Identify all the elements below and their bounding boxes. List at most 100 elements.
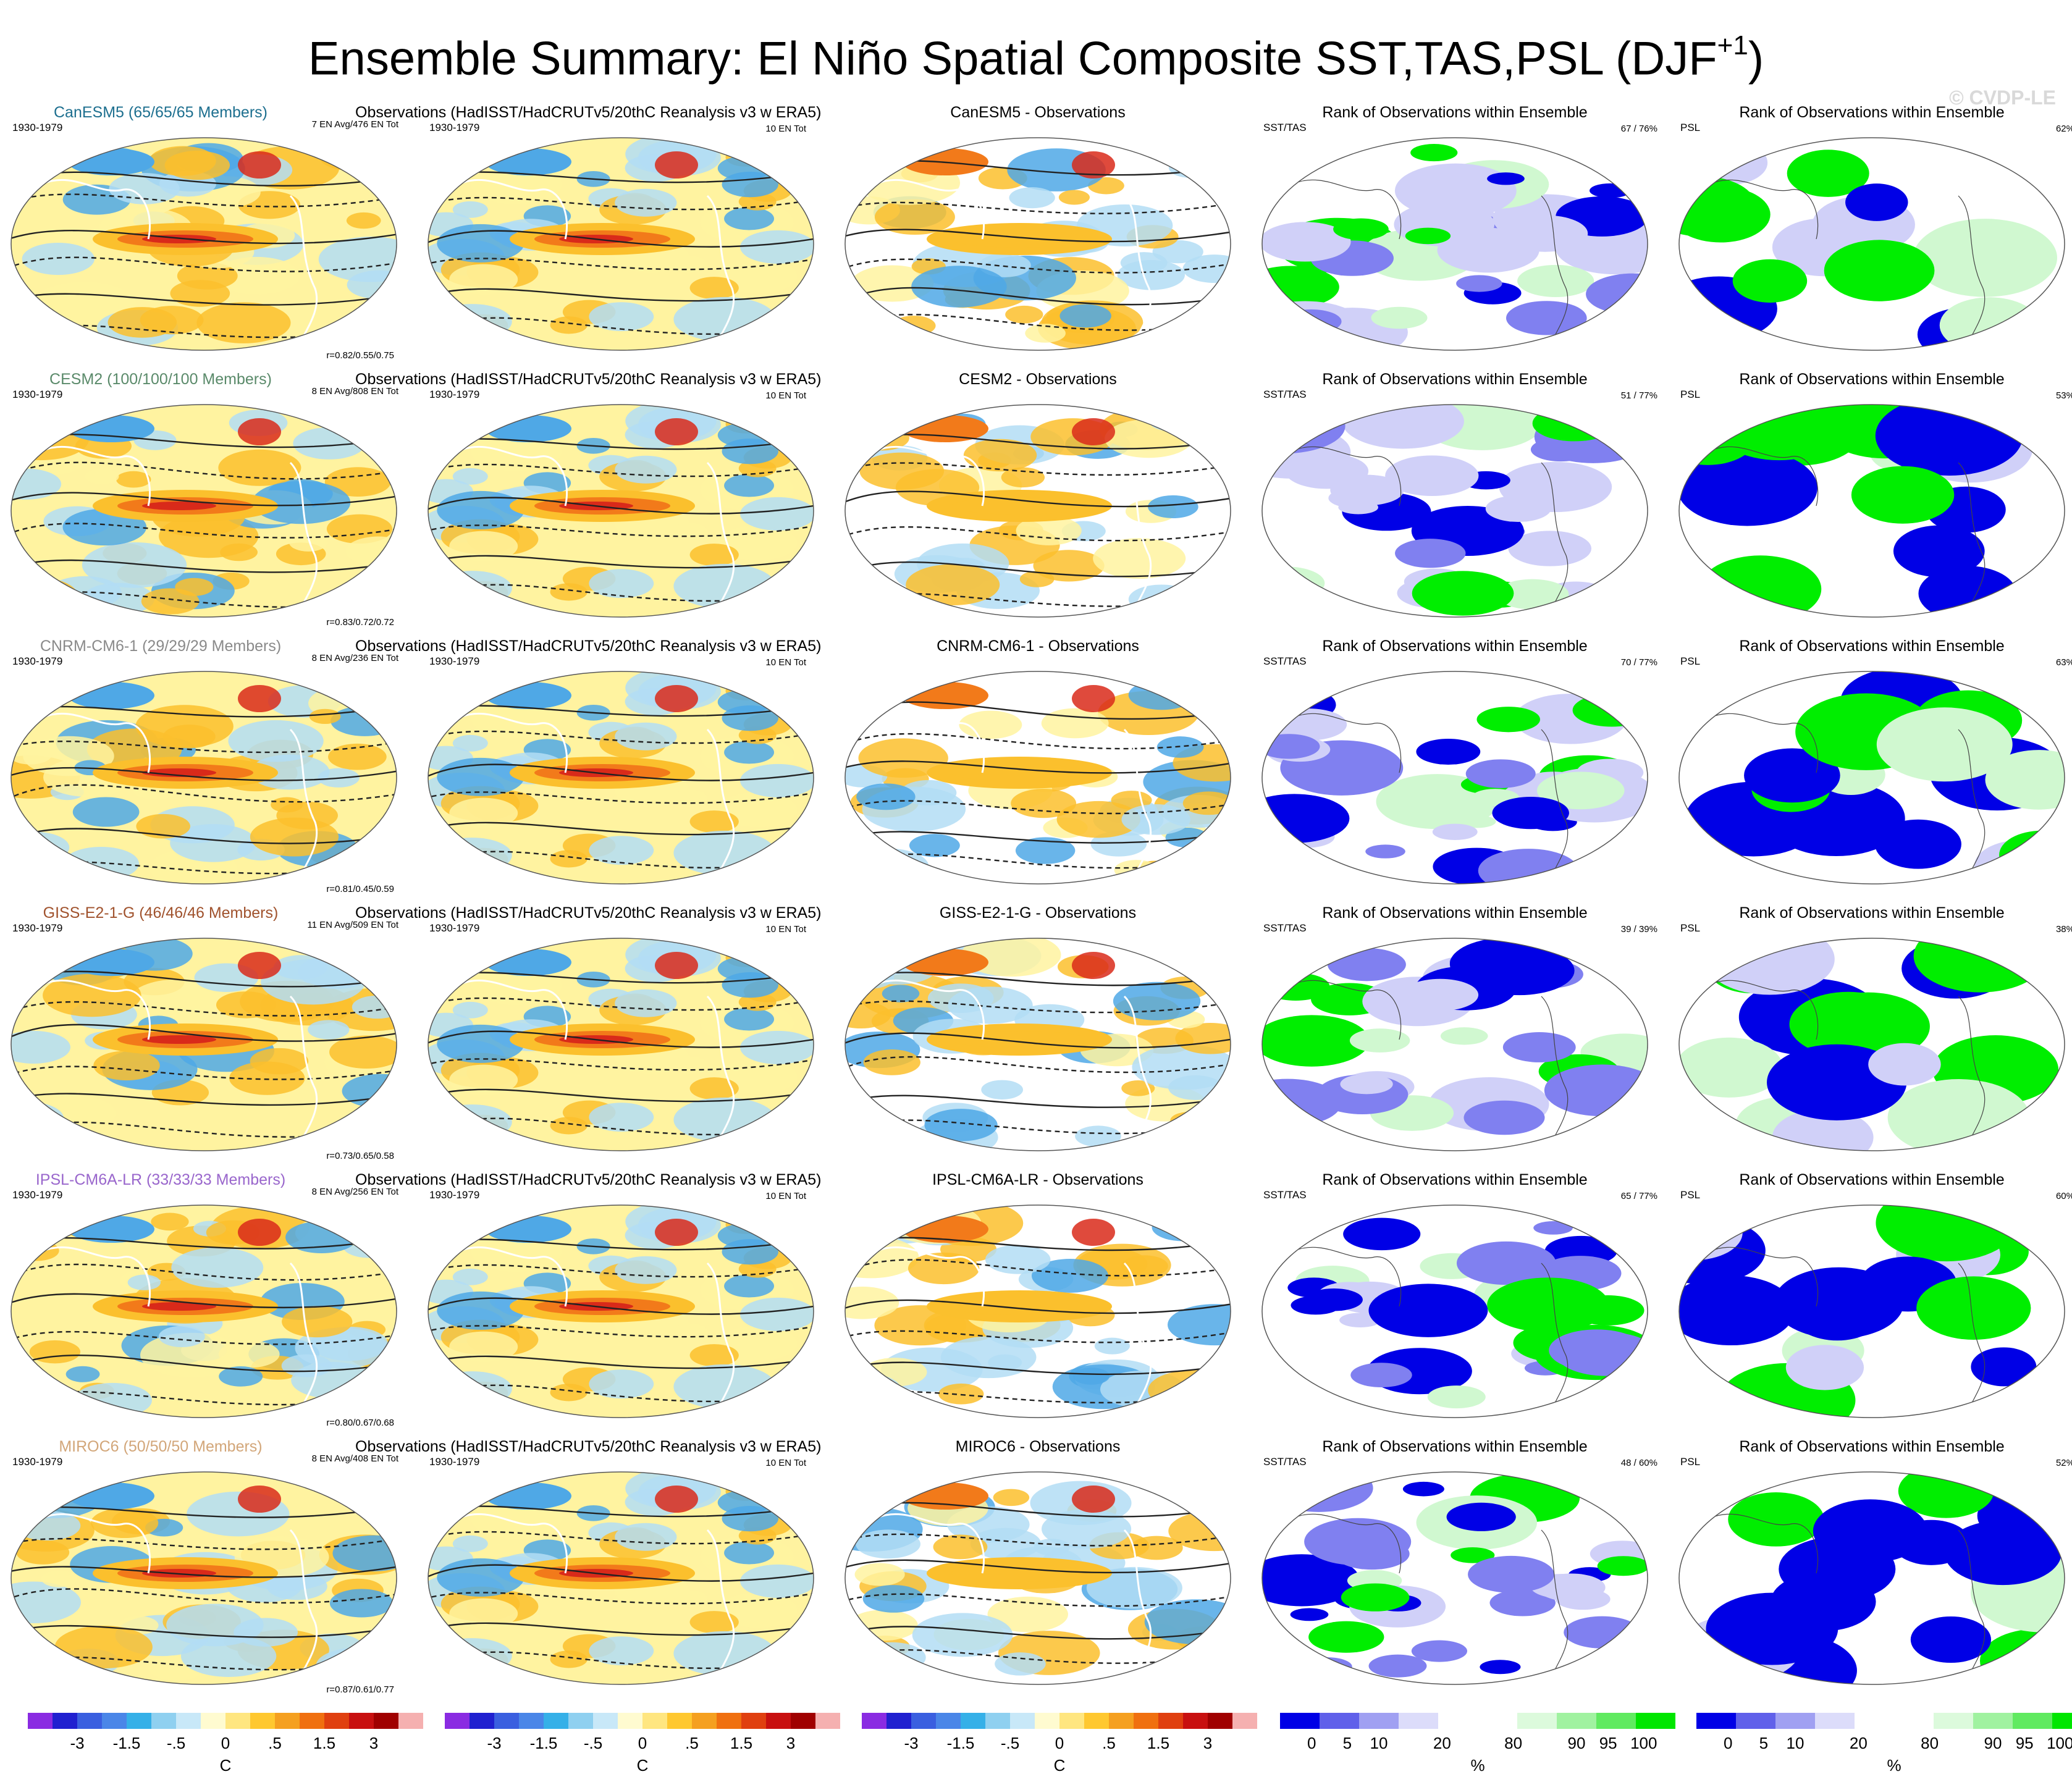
- colorbar-swatch: [398, 1713, 423, 1729]
- colorbar-swatch: [593, 1713, 618, 1729]
- obs-count-label: 10 EN Tot: [765, 390, 806, 401]
- rank-sst-map: [1261, 671, 1648, 885]
- observations-map: [427, 404, 814, 618]
- temperature-colorbar-2: -3 -1.5 -.5 0 .5 1.5 3 C: [445, 1713, 840, 1781]
- rank-sst-panel: Rank of Observations within Ensemble SST/…: [1251, 636, 1671, 898]
- model-panel-title: GISS-E2-1-G (46/46/46 Members): [43, 904, 279, 922]
- colorbar-swatch: [1399, 1713, 1438, 1729]
- difference-map: [844, 137, 1231, 351]
- colorbar-swatch: [1158, 1713, 1183, 1729]
- colorbar-swatch: [2013, 1713, 2052, 1729]
- colorbar-swatches: [1696, 1713, 2072, 1729]
- colorbar-tick-label: 0: [221, 1734, 230, 1752]
- rank-field-label: PSL: [1680, 1456, 1701, 1468]
- colorbar-swatch: [741, 1713, 766, 1729]
- difference-panel-title: IPSL-CM6A-LR - Observations: [932, 1171, 1143, 1188]
- colorbar-swatch: [1208, 1713, 1232, 1729]
- pattern-correlation: r=0.82/0.55/0.75: [326, 350, 394, 361]
- rank-field-label: SST/TAS: [1263, 655, 1307, 667]
- en-count-label: 8 EN Avg/808 EN Tot: [311, 386, 398, 397]
- observations-panel: Observations (HadISST/HadCRUTv5/20thC Re…: [355, 369, 837, 631]
- period-label: 1930-1979: [12, 122, 63, 133]
- colorbar-swatch: [349, 1713, 374, 1729]
- colorbar-tick-label: 10: [1370, 1734, 1388, 1752]
- colorbar-swatch: [176, 1713, 201, 1729]
- colorbar-swatch: [692, 1713, 717, 1729]
- colorbar-tick-label: 80: [1504, 1734, 1523, 1752]
- rank-sst-map: [1261, 938, 1648, 1151]
- rank-percent: 62%: [2055, 124, 2072, 134]
- colorbar-swatch: [1183, 1713, 1208, 1729]
- colorbar-tick-label: 100: [1630, 1734, 1657, 1752]
- colorbar-unit: %: [1470, 1756, 1485, 1775]
- colorbar-tick-label: 3: [786, 1734, 796, 1752]
- colorbar-swatch: [1596, 1713, 1636, 1729]
- rank-panel-title: Rank of Observations within Ensemble: [1322, 904, 1588, 922]
- colorbar-swatch: [324, 1713, 349, 1729]
- model-map: [11, 671, 397, 885]
- observations-panel-title: Observations (HadISST/HadCRUTv5/20thC Re…: [355, 1171, 822, 1188]
- rank-percent: 60%: [2055, 1191, 2072, 1201]
- colorbar-tick-label: 0: [638, 1734, 647, 1752]
- rank-field-label: SST/TAS: [1263, 389, 1307, 400]
- period-label: 1930-1979: [12, 1456, 63, 1468]
- colorbar-swatch: [275, 1713, 300, 1729]
- colorbar-tick-label: 3: [369, 1734, 379, 1752]
- rank-psl-map: [1678, 1204, 2065, 1418]
- rank-sst-map: [1261, 137, 1648, 351]
- difference-panel-title: CESM2 - Observations: [959, 371, 1117, 388]
- colorbar-swatch: [1815, 1713, 1855, 1729]
- model-map: [11, 1204, 397, 1418]
- rank-percent: 38%: [2055, 924, 2072, 935]
- rank-panel-title: Rank of Observations within Ensemble: [1739, 904, 2005, 922]
- difference-map: [844, 404, 1231, 618]
- rank-psl-panel: Rank of Observations within Ensemble PSL 6…: [1668, 102, 2072, 364]
- colorbar-tick-label: 95: [1599, 1734, 1617, 1752]
- pattern-correlation: r=0.81/0.45/0.59: [326, 884, 394, 894]
- colorbar-swatch: [1320, 1713, 1359, 1729]
- colorbar-swatch: [445, 1713, 470, 1729]
- colorbar-swatch: [1934, 1713, 1973, 1729]
- rank-colorbar-sst: 0 5 10 20 80 90 95 100%: [1280, 1713, 1675, 1781]
- pattern-correlation: r=0.87/0.61/0.77: [326, 1684, 394, 1695]
- rank-percent: 65 / 77%: [1620, 1191, 1657, 1201]
- colorbar-swatch: [766, 1713, 791, 1729]
- colorbar-tick-label: -3: [487, 1734, 502, 1752]
- colorbar-swatch: [1134, 1713, 1158, 1729]
- rank-panel-title: Rank of Observations within Ensemble: [1322, 637, 1588, 655]
- difference-panel: IPSL-CM6A-LR - Observations: [834, 1169, 1254, 1432]
- observations-panel: Observations (HadISST/HadCRUTv5/20thC Re…: [355, 1436, 837, 1699]
- period-label: 1930-1979: [12, 922, 63, 934]
- model-panel-cnrm-cm6-1: CNRM-CM6-1 (29/29/29 Members) 1930-1979 8 …: [0, 636, 420, 898]
- colorbar-swatch: [936, 1713, 961, 1729]
- colorbar-swatch: [300, 1713, 324, 1729]
- colorbar-swatch: [1280, 1713, 1320, 1729]
- observations-panel-title: Observations (HadISST/HadCRUTv5/20thC Re…: [355, 1438, 822, 1455]
- colorbar-swatches: [28, 1713, 423, 1729]
- colorbar-swatch: [519, 1713, 544, 1729]
- rank-field-label: PSL: [1680, 655, 1701, 667]
- rank-psl-map: [1678, 671, 2065, 885]
- rank-psl-panel: Rank of Observations within Ensemble PSL 6…: [1668, 1169, 2072, 1432]
- model-panel-miroc6: MIROC6 (50/50/50 Members) 1930-1979 8 EN A…: [0, 1436, 420, 1699]
- colorbar-tick-label: 90: [1567, 1734, 1586, 1752]
- colorbar-swatch: [1696, 1713, 1736, 1729]
- observations-panel-title: Observations (HadISST/HadCRUTv5/20thC Re…: [355, 637, 822, 655]
- model-panel-ipsl-cm6a-lr: IPSL-CM6A-LR (33/33/33 Members) 1930-1979…: [0, 1169, 420, 1432]
- rank-colorbar-psl: 0 5 10 20 80 90 95 100%: [1696, 1713, 2072, 1781]
- difference-panel: CanESM5 - Observations: [834, 102, 1254, 364]
- observations-panel: Observations (HadISST/HadCRUTv5/20thC Re…: [355, 1169, 837, 1432]
- rank-sst-panel: Rank of Observations within Ensemble SST/…: [1251, 902, 1671, 1165]
- colorbar-unit: C: [219, 1756, 232, 1775]
- colorbar-swatch: [2052, 1713, 2072, 1729]
- rank-psl-panel: Rank of Observations within Ensemble PSL 6…: [1668, 636, 2072, 898]
- colorbar-swatch: [1557, 1713, 1596, 1729]
- observations-map: [427, 137, 814, 351]
- pattern-correlation: r=0.73/0.65/0.58: [326, 1151, 394, 1161]
- colorbar-swatch: [127, 1713, 151, 1729]
- colorbar-tick-label: 95: [2015, 1734, 2034, 1752]
- obs-count-label: 10 EN Tot: [765, 657, 806, 668]
- period-label: 1930-1979: [429, 1456, 480, 1468]
- colorbar-swatch: [791, 1713, 815, 1729]
- pattern-correlation: r=0.80/0.67/0.68: [326, 1418, 394, 1428]
